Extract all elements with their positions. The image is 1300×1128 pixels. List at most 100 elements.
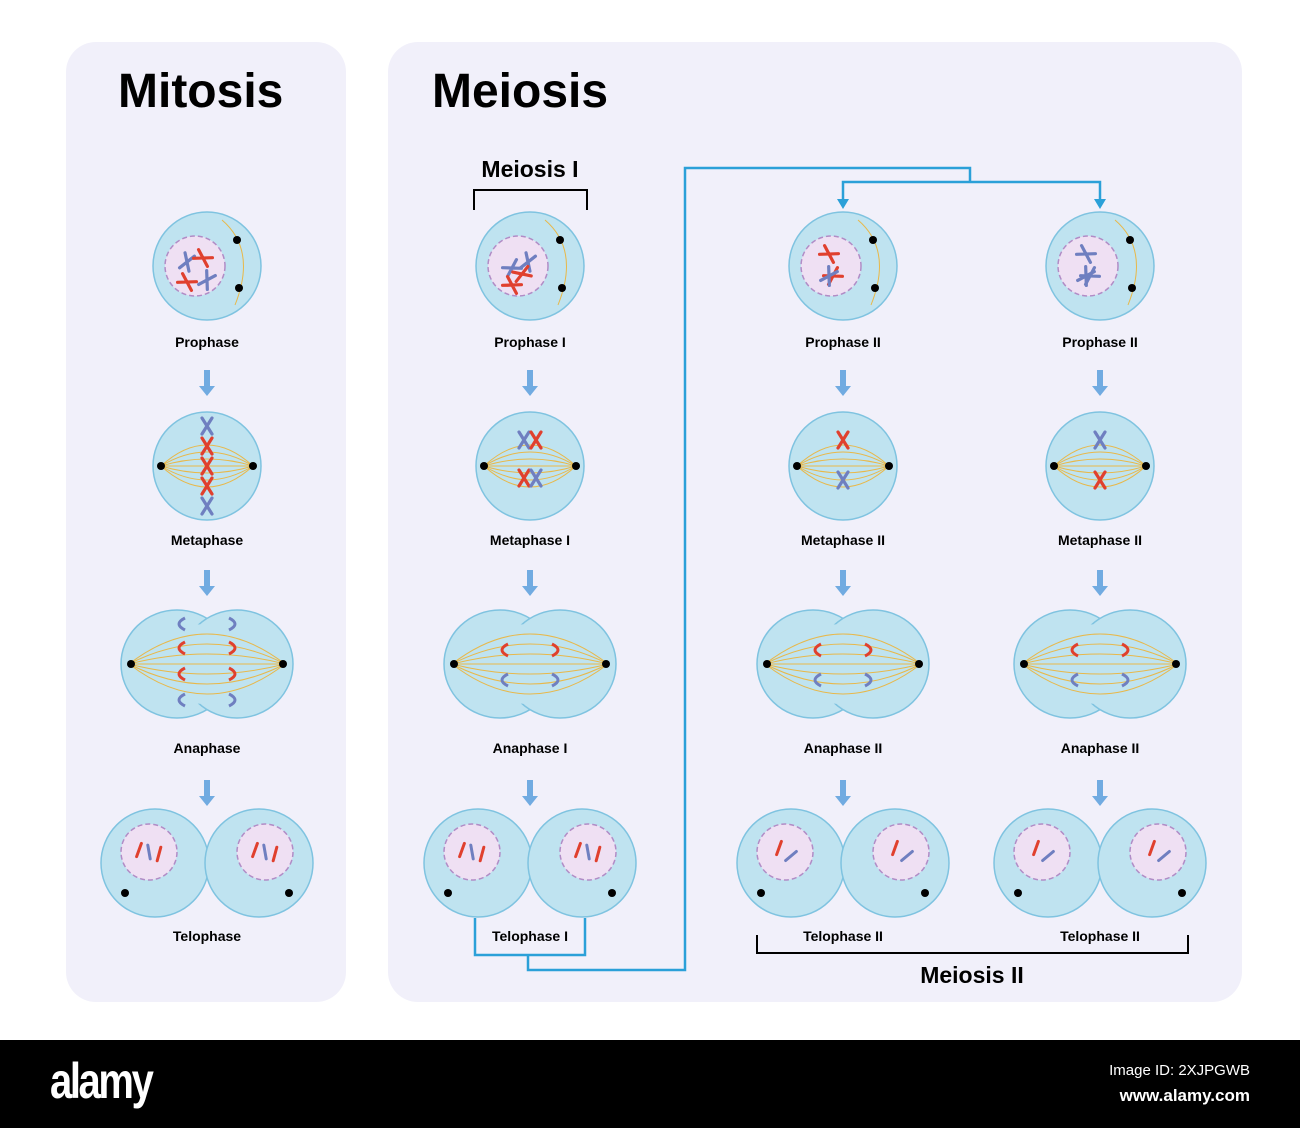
spindle-fiber (128, 643, 286, 665)
chromosome (1093, 470, 1107, 490)
chromosome (1093, 430, 1107, 450)
centrosome (1014, 889, 1022, 897)
stage-label: Anaphase II (804, 740, 883, 756)
spindle-fiber (764, 633, 922, 665)
chromosome (135, 841, 143, 859)
chromosome (551, 672, 560, 688)
down-arrow-icon (199, 780, 215, 806)
centrosome (450, 660, 458, 668)
spindle-fiber (1021, 663, 1179, 685)
centrosome (793, 462, 801, 470)
chromatid (500, 275, 524, 295)
spindle-fiber (764, 663, 922, 685)
telophase-cell (736, 808, 950, 918)
stage-label: Telophase (173, 928, 241, 944)
chromosome (813, 672, 822, 688)
centrosome (1142, 462, 1150, 470)
chromosome (517, 430, 531, 450)
centrosome (127, 660, 135, 668)
meiosis2a-column (736, 211, 950, 918)
chromatid (511, 264, 533, 284)
stage-label: Metaphase I (490, 532, 570, 548)
centrosome (1178, 889, 1186, 897)
meiosis-1-label: Meiosis I (481, 156, 578, 182)
chromosome (200, 436, 214, 456)
spindle-fiber (1053, 465, 1147, 488)
alamy-logo: alamy (50, 1053, 154, 1109)
spindle-fiber (483, 465, 577, 481)
down-arrow-icon (522, 570, 538, 596)
chromatid (1074, 244, 1098, 264)
centrosome (869, 236, 877, 244)
centrosome (1128, 284, 1136, 292)
spindle-fiber (451, 653, 609, 665)
spindle-fiber (160, 451, 254, 467)
metaphase-cell (152, 411, 262, 521)
chromosome (819, 264, 839, 288)
nuclear-envelope (1013, 823, 1071, 881)
spindle-fiber (128, 663, 286, 685)
spindle-fiber (796, 451, 890, 467)
spindle-fiber (796, 465, 890, 474)
chromosome (175, 272, 199, 292)
chromosome (518, 251, 538, 273)
chromatid (819, 264, 839, 288)
aster (1114, 219, 1137, 306)
spindle-fiber (1021, 633, 1179, 665)
chromosome (200, 496, 214, 516)
nuclear-envelope (800, 235, 862, 297)
chromatid (175, 272, 199, 292)
chromosome (271, 845, 279, 863)
spindle-fiber (160, 465, 254, 474)
chromosome (1148, 839, 1156, 857)
chromosome (177, 640, 186, 656)
chromosome (836, 470, 850, 490)
centrosome (285, 889, 293, 897)
website-url: www.alamy.com (1119, 1086, 1250, 1105)
chromatid (200, 476, 214, 496)
stage-label: Prophase (175, 334, 239, 350)
stage-label: Anaphase I (493, 740, 568, 756)
chromosome (228, 640, 237, 656)
chromosome (200, 456, 214, 476)
telophase-cell (993, 808, 1207, 918)
centrosome (915, 660, 923, 668)
chromosome (1157, 850, 1171, 862)
down-arrow-icon (1092, 570, 1108, 596)
centrosome (279, 660, 287, 668)
spindle-fiber (764, 663, 922, 675)
nuclear-envelope (756, 823, 814, 881)
mitosis-title: Mitosis (118, 65, 284, 118)
chromatid (177, 251, 197, 273)
spindle-fiber (796, 465, 890, 488)
chromatid (817, 244, 841, 264)
down-arrow-icon (199, 370, 215, 396)
centrosome (757, 889, 765, 897)
chromatid (529, 468, 543, 488)
anaphase-cell (120, 609, 294, 719)
chromosome (864, 672, 873, 688)
spindle-fiber (1053, 444, 1147, 467)
centrosome (249, 462, 257, 470)
meiosis-2-bracket (756, 935, 1189, 954)
stage-label: Prophase II (805, 334, 880, 350)
chromatid (200, 436, 214, 456)
stage-label: Prophase II (1062, 334, 1137, 350)
down-arrow-icon (522, 780, 538, 806)
metaphase-cell (475, 411, 585, 521)
chromatid (1093, 470, 1107, 490)
centrosome (1126, 236, 1134, 244)
chromosome (1121, 642, 1130, 658)
centrosome (885, 462, 893, 470)
chromosome (517, 468, 531, 488)
chromosome (1076, 264, 1096, 288)
stage-label: Telophase II (1060, 928, 1140, 944)
meiosis2b-column (993, 211, 1207, 918)
chromosome (191, 248, 215, 268)
spindle-fiber (764, 653, 922, 665)
down-arrow-icon (1092, 370, 1108, 396)
nuclear-envelope (1129, 823, 1187, 881)
chromatid (836, 470, 850, 490)
centrosome (556, 236, 564, 244)
mitosis-column (100, 211, 314, 918)
